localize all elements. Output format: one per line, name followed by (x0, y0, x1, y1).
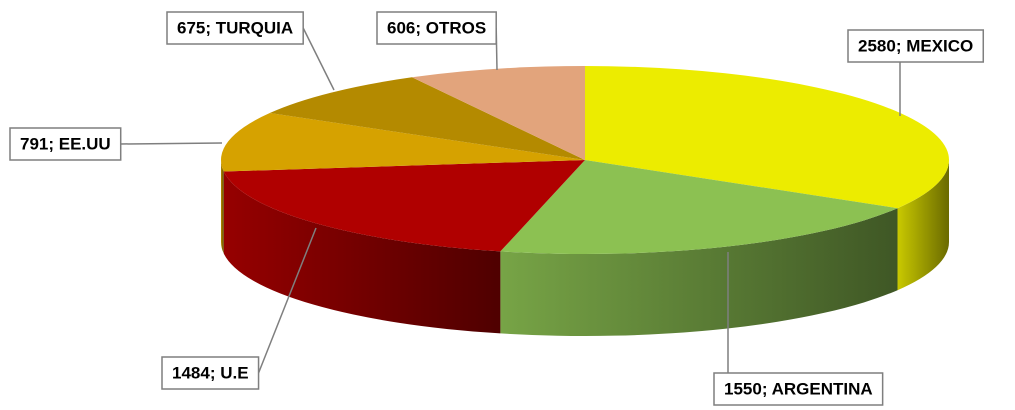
slice-side (897, 160, 949, 291)
slice (223, 160, 585, 252)
label-box (9, 127, 122, 161)
slice (411, 66, 585, 160)
leader-line (120, 142, 223, 145)
slice-side (500, 208, 898, 336)
data-label: 1484; U.E (172, 363, 249, 382)
data-label: 606; OTROS (387, 18, 486, 37)
data-label: 1550; ARGENTINA (724, 379, 873, 398)
slice (221, 113, 586, 172)
label-box (847, 29, 985, 63)
data-label: 791; EE.UU (20, 134, 111, 153)
label-box (713, 372, 884, 406)
data-label: 2580; MEXICO (858, 36, 973, 55)
label-box (161, 356, 260, 390)
label-box (166, 11, 304, 45)
data-label: 675; TURQUIA (177, 18, 293, 37)
slice-side (223, 171, 501, 334)
slice (585, 66, 949, 209)
leader-line (257, 227, 317, 374)
slice (500, 160, 898, 254)
slice (269, 77, 585, 160)
slice-side (221, 160, 224, 254)
label-box (376, 11, 497, 45)
leader-line (302, 27, 335, 91)
